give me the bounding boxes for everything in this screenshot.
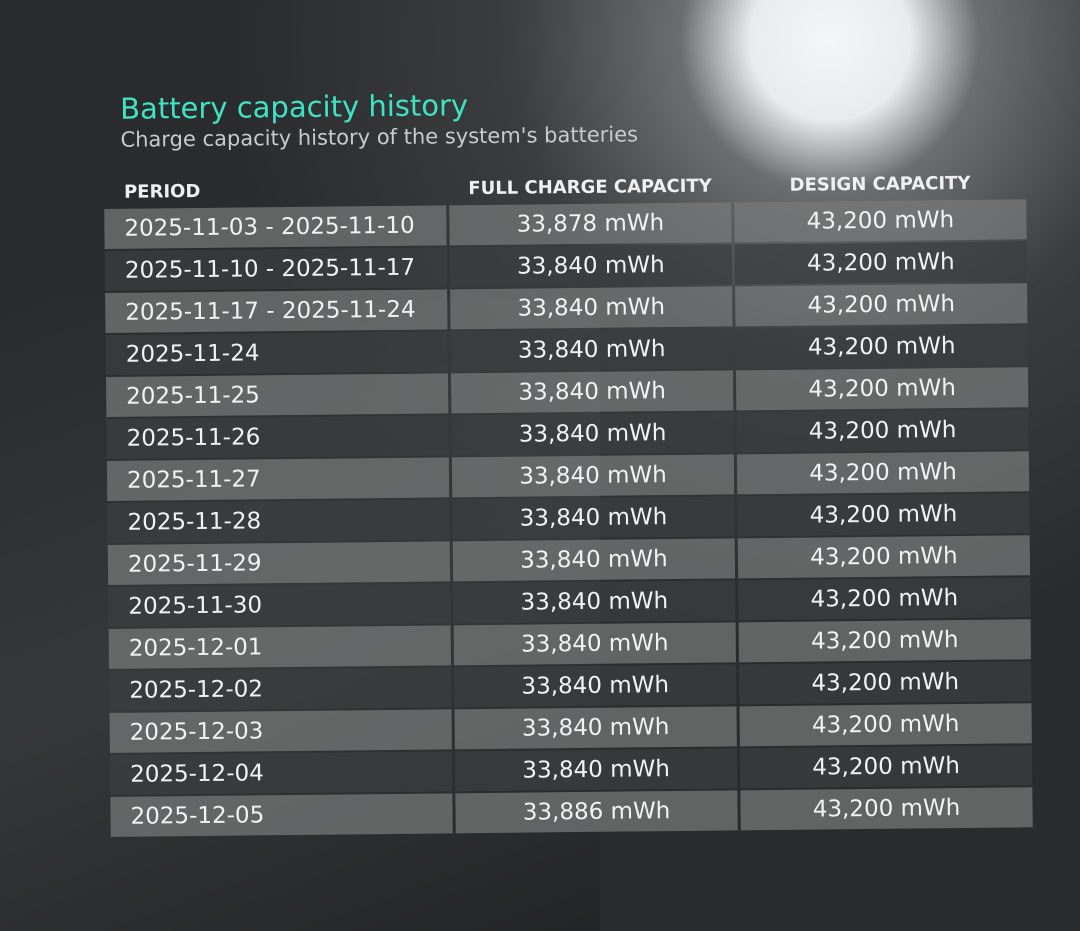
- period-cell: 2025-11-10 - 2025-11-17: [104, 247, 448, 291]
- full-charge-capacity-cell: 33,840 mWh: [450, 286, 733, 330]
- design-capacity-cell: 43,200 mWh: [735, 283, 1028, 327]
- period-cell: 2025-11-26: [106, 415, 449, 459]
- table-row: 2025-11-03 - 2025-11-10 33,878 mWh 43,200 …: [104, 199, 1027, 249]
- full-charge-capacity-cell: 33,840 mWh: [450, 328, 733, 372]
- period-cell: 2025-11-24: [105, 331, 448, 375]
- table-row: 2025-12-03 33,840 mWh 43,200 mWh: [109, 703, 1032, 753]
- table-row: 2025-11-29 33,840 mWh 43,200 mWh: [107, 535, 1031, 585]
- design-capacity-cell: 43,200 mWh: [736, 451, 1030, 495]
- full-charge-capacity-cell: 33,840 mWh: [452, 538, 736, 582]
- full-charge-capacity-cell: 33,840 mWh: [449, 244, 733, 288]
- battery-capacity-section: Battery capacity history Charge capacity…: [100, 82, 1058, 839]
- period-cell: 2025-11-03 - 2025-11-10: [104, 205, 447, 249]
- column-header-design-capacity: DESIGN CAPACITY: [789, 172, 971, 196]
- period-cell: 2025-11-25: [105, 373, 449, 417]
- design-capacity-cell: 43,200 mWh: [738, 619, 1031, 663]
- full-charge-capacity-cell: 33,840 mWh: [454, 748, 738, 792]
- design-capacity-cell: 43,200 mWh: [739, 661, 1032, 705]
- design-capacity-cell: 43,200 mWh: [734, 199, 1027, 243]
- full-charge-capacity-cell: 33,840 mWh: [454, 706, 737, 750]
- table-row: 2025-11-27 33,840 mWh 43,200 mWh: [106, 451, 1030, 501]
- table-row: 2025-12-05 33,886 mWh 43,200 mWh: [110, 787, 1033, 837]
- table-row: 2025-12-02 33,840 mWh 43,200 mWh: [109, 661, 1032, 711]
- period-cell: 2025-11-30: [108, 583, 451, 627]
- full-charge-capacity-cell: 33,840 mWh: [453, 622, 737, 666]
- period-cell: 2025-12-04: [109, 751, 453, 795]
- column-header-period: PERIOD: [123, 180, 201, 203]
- table-row: 2025-11-17 - 2025-11-24 33,840 mWh 43,200 …: [105, 283, 1028, 333]
- design-capacity-cell: 43,200 mWh: [737, 493, 1030, 537]
- design-capacity-cell: 43,200 mWh: [734, 241, 1028, 285]
- full-charge-capacity-cell: 33,840 mWh: [451, 412, 734, 456]
- period-cell: 2025-11-27: [106, 457, 450, 501]
- design-capacity-cell: 43,200 mWh: [735, 367, 1029, 411]
- full-charge-capacity-cell: 33,840 mWh: [452, 496, 735, 540]
- full-charge-capacity-cell: 33,886 mWh: [455, 790, 738, 834]
- capacity-history-table: PERIOD FULL CHARGE CAPACITY DESIGN CAPAC…: [101, 166, 1036, 839]
- table-row: 2025-12-04 33,840 mWh 43,200 mWh: [109, 745, 1033, 795]
- design-capacity-cell: 43,200 mWh: [738, 577, 1031, 621]
- table-row: 2025-11-25 33,840 mWh 43,200 mWh: [105, 367, 1029, 417]
- full-charge-capacity-cell: 33,840 mWh: [453, 580, 736, 624]
- period-cell: 2025-12-02: [109, 667, 452, 711]
- period-cell: 2025-11-29: [107, 541, 451, 585]
- full-charge-capacity-cell: 33,840 mWh: [451, 454, 735, 498]
- table-row: 2025-11-28 33,840 mWh 43,200 mWh: [107, 493, 1030, 543]
- design-capacity-cell: 43,200 mWh: [740, 787, 1033, 831]
- period-cell: 2025-12-01: [108, 625, 452, 669]
- full-charge-capacity-cell: 33,878 mWh: [449, 202, 732, 246]
- design-capacity-cell: 43,200 mWh: [737, 535, 1031, 579]
- column-header-full-charge-capacity: FULL CHARGE CAPACITY: [468, 175, 712, 200]
- period-cell: 2025-12-03: [109, 709, 452, 753]
- table-row: 2025-11-26 33,840 mWh 43,200 mWh: [106, 409, 1029, 459]
- full-charge-capacity-cell: 33,840 mWh: [450, 370, 734, 414]
- table-row: 2025-11-10 - 2025-11-17 33,840 mWh 43,200 …: [104, 241, 1028, 291]
- period-cell: 2025-12-05: [110, 793, 453, 837]
- period-cell: 2025-11-28: [107, 499, 450, 543]
- table-row: 2025-12-01 33,840 mWh 43,200 mWh: [108, 619, 1031, 669]
- design-capacity-cell: 43,200 mWh: [739, 745, 1033, 789]
- table-row: 2025-11-24 33,840 mWh 43,200 mWh: [105, 325, 1028, 375]
- design-capacity-cell: 43,200 mWh: [736, 409, 1029, 453]
- full-charge-capacity-cell: 33,840 mWh: [454, 664, 737, 708]
- design-capacity-cell: 43,200 mWh: [739, 703, 1032, 747]
- period-cell: 2025-11-17 - 2025-11-24: [105, 289, 448, 333]
- table-row: 2025-11-30 33,840 mWh 43,200 mWh: [108, 577, 1031, 627]
- design-capacity-cell: 43,200 mWh: [735, 325, 1028, 369]
